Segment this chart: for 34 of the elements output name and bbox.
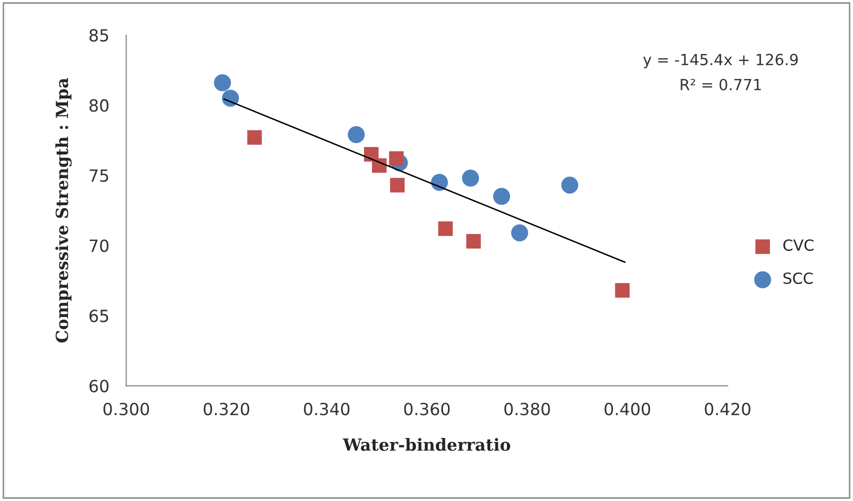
x-tick-label: 0.380 <box>504 402 550 416</box>
point <box>430 174 448 191</box>
point <box>493 188 510 205</box>
x-tick-label: 0.300 <box>103 402 149 416</box>
annotation: y = -145.4x + 126.9 <box>643 54 798 68</box>
x-tick-label: 0.320 <box>204 402 250 416</box>
y-axis-title: Compressive Strength : Mpa <box>55 78 72 343</box>
point <box>389 151 404 166</box>
point <box>214 74 231 92</box>
y-tick-label: 60 <box>90 380 108 392</box>
point <box>390 178 405 192</box>
point <box>438 221 453 236</box>
y-tick-label: 65 <box>90 310 108 322</box>
point <box>466 234 481 249</box>
point <box>462 170 480 187</box>
x-axis-title: Water-binderratio <box>342 438 510 451</box>
point <box>511 224 528 242</box>
legend-label: CVC <box>783 239 814 251</box>
x-tick-label: 0.400 <box>604 402 650 416</box>
x-tick-label: 0.420 <box>704 402 750 416</box>
point <box>348 126 365 144</box>
point <box>615 283 630 298</box>
y-tick-label: 70 <box>90 239 108 252</box>
x-tick-label: 0.340 <box>304 402 350 416</box>
y-tick-label: 75 <box>90 170 108 182</box>
annotation: R² = 0.771 <box>680 78 761 90</box>
legend-label: SCC <box>784 272 813 284</box>
point <box>247 130 262 145</box>
y-tick-label: 80 <box>90 99 108 112</box>
point <box>222 90 239 107</box>
point <box>372 158 387 173</box>
point <box>561 176 578 194</box>
x-tick-label: 0.360 <box>404 402 450 416</box>
y-tick-label: 85 <box>90 29 108 42</box>
